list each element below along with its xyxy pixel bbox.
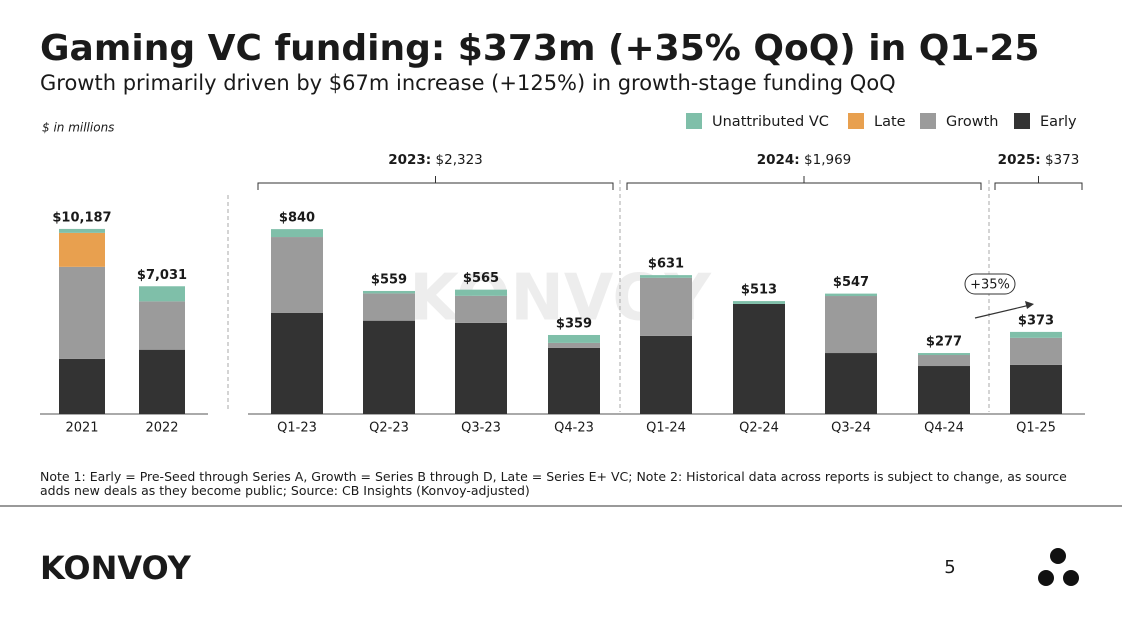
bar-segment xyxy=(918,355,970,367)
bar-segment xyxy=(271,312,323,414)
group-total: $373 xyxy=(1045,152,1079,168)
bar-segment xyxy=(825,353,877,414)
subtitle: Growth primarily driven by $67m increase… xyxy=(40,71,896,95)
bar-segment xyxy=(1010,331,1062,338)
bar-segment xyxy=(363,320,415,414)
bar-segment xyxy=(733,303,785,414)
legend-swatch xyxy=(686,113,702,129)
bar-segment xyxy=(455,322,507,414)
total-label: $631 xyxy=(648,257,684,272)
bar-segment xyxy=(1010,337,1062,365)
group-year: 2023: xyxy=(388,152,431,168)
bracket xyxy=(994,176,1083,190)
bar-segment xyxy=(59,358,105,414)
bar-segment xyxy=(548,342,600,348)
group-year: 2024: xyxy=(757,152,800,168)
bar-segment xyxy=(59,266,105,359)
x-tick-label: Q3-24 xyxy=(831,421,871,436)
total-label: $559 xyxy=(371,272,407,287)
legend-label: Growth xyxy=(946,114,999,130)
logo: KONVOY xyxy=(40,549,192,587)
unit-note: $ in millions xyxy=(42,121,114,135)
legend-label: Late xyxy=(874,114,906,130)
x-tick-label: 2022 xyxy=(145,421,178,436)
total-label: $10,187 xyxy=(52,210,111,225)
x-tick-label: Q2-23 xyxy=(369,421,409,436)
total-label: $7,031 xyxy=(137,268,187,283)
legend-label: Unattributed VC xyxy=(712,114,829,130)
bar-segment xyxy=(825,296,877,354)
bar-segment xyxy=(363,293,415,321)
logo-icon xyxy=(1038,548,1079,586)
total-label: $547 xyxy=(833,275,869,290)
x-tick-label: Q1-23 xyxy=(277,421,317,436)
total-label: $513 xyxy=(741,283,777,298)
bar-segment xyxy=(139,301,185,350)
total-label: $277 xyxy=(926,335,962,350)
bracket xyxy=(626,176,982,190)
annotation-badge xyxy=(964,273,1016,295)
title: Gaming VC funding: $373m (+35% QoQ) in Q… xyxy=(40,28,1039,69)
footnote: Note 1: Early = Pre-Seed through Series … xyxy=(40,469,1067,498)
bar-segment xyxy=(548,347,600,414)
total-label: $359 xyxy=(556,316,592,331)
bar-segment xyxy=(825,293,877,297)
bar-segment xyxy=(1010,364,1062,414)
x-tick-label: Q1-24 xyxy=(646,421,686,436)
x-tick-label: 2021 xyxy=(65,421,98,436)
bar-segment xyxy=(733,301,785,304)
bracket xyxy=(257,176,614,190)
bar-segment xyxy=(640,275,692,278)
legend-swatch xyxy=(848,113,864,129)
bar-segment xyxy=(59,228,105,233)
bar-segment xyxy=(59,232,105,267)
bar-segment xyxy=(918,353,970,356)
group-label: 2025: $373 xyxy=(998,152,1080,168)
bar-segment xyxy=(640,335,692,414)
group-label: 2023: $2,323 xyxy=(388,152,483,168)
growth-arrow xyxy=(974,304,1031,319)
total-label: $373 xyxy=(1018,313,1054,328)
bar-segment xyxy=(455,289,507,296)
legend-swatch xyxy=(920,113,936,129)
group-year: 2025: xyxy=(998,152,1041,168)
legend-swatch xyxy=(1014,113,1030,129)
total-label: $565 xyxy=(463,271,499,286)
x-tick-label: Q4-24 xyxy=(924,421,964,436)
annotation: +35% xyxy=(970,278,1010,293)
page-number: 5 xyxy=(944,557,955,578)
bar-segment xyxy=(363,290,415,294)
x-tick-label: Q3-23 xyxy=(461,421,501,436)
legend-label: Early xyxy=(1040,114,1077,130)
x-tick-label: Q1-25 xyxy=(1016,421,1056,436)
group-total: $2,323 xyxy=(436,152,483,168)
bar-segment xyxy=(139,349,185,414)
bar-segment xyxy=(271,229,323,238)
x-tick-label: Q2-24 xyxy=(739,421,779,436)
arrow-head xyxy=(1025,301,1034,309)
bar-segment xyxy=(918,366,970,414)
group-label: 2024: $1,969 xyxy=(757,152,852,168)
bar-segment xyxy=(139,286,185,302)
bar-segment xyxy=(548,334,600,343)
x-tick-label: Q4-23 xyxy=(554,421,594,436)
bar-segment xyxy=(455,295,507,323)
group-total: $1,969 xyxy=(804,152,851,168)
total-label: $840 xyxy=(279,211,315,226)
bar-segment xyxy=(640,277,692,336)
bar-segment xyxy=(271,237,323,313)
